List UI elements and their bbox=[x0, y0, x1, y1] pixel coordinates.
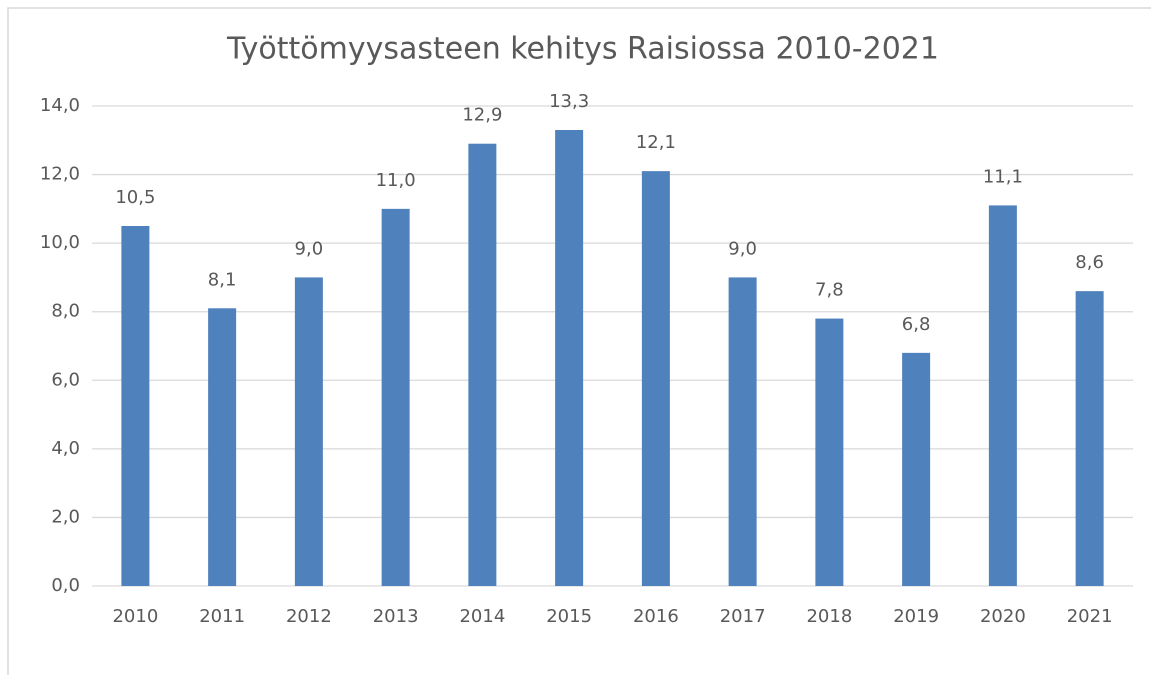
data-label: 8,6 bbox=[1075, 252, 1104, 273]
x-tick-label: 2018 bbox=[806, 606, 852, 627]
x-tick-label: 2015 bbox=[546, 606, 592, 627]
data-label: 9,0 bbox=[728, 238, 757, 259]
x-tick-label: 2021 bbox=[1067, 606, 1113, 627]
x-tick-label: 2019 bbox=[893, 606, 939, 627]
y-tick-label: 8,0 bbox=[51, 301, 80, 322]
x-tick-label: 2016 bbox=[633, 606, 679, 627]
data-label: 12,1 bbox=[636, 132, 676, 153]
x-tick-label: 2012 bbox=[286, 606, 332, 627]
x-tick-label: 2020 bbox=[980, 606, 1026, 627]
bar bbox=[988, 205, 1017, 586]
bar bbox=[728, 277, 757, 586]
bar bbox=[1075, 291, 1104, 586]
data-label: 11,1 bbox=[983, 166, 1023, 187]
x-tick-label: 2014 bbox=[459, 606, 505, 627]
bar bbox=[815, 318, 844, 586]
y-tick-label: 10,0 bbox=[40, 232, 80, 253]
bar bbox=[294, 277, 323, 586]
x-tick-label: 2010 bbox=[112, 606, 158, 627]
y-tick-label: 4,0 bbox=[51, 438, 80, 459]
data-label: 6,8 bbox=[902, 314, 931, 335]
y-tick-label: 0,0 bbox=[51, 575, 80, 596]
data-label: 13,3 bbox=[549, 91, 589, 112]
y-tick-label: 2,0 bbox=[51, 506, 80, 527]
bar bbox=[208, 308, 237, 586]
bar bbox=[121, 226, 150, 586]
bar bbox=[902, 352, 931, 586]
data-label: 9,0 bbox=[295, 238, 324, 259]
bar bbox=[555, 130, 584, 586]
data-label: 7,8 bbox=[815, 280, 844, 301]
data-label: 12,9 bbox=[462, 105, 502, 126]
data-label: 8,1 bbox=[208, 269, 237, 290]
x-tick-label: 2017 bbox=[720, 606, 766, 627]
x-tick-label: 2013 bbox=[373, 606, 419, 627]
bar bbox=[468, 143, 497, 586]
y-tick-label: 6,0 bbox=[51, 369, 80, 390]
x-tick-label: 2011 bbox=[199, 606, 245, 627]
data-label: 11,0 bbox=[376, 170, 416, 191]
chart-title: Työttömyysasteen kehitys Raisiossa 2010-… bbox=[226, 32, 939, 67]
y-tick-label: 14,0 bbox=[40, 95, 80, 116]
bar bbox=[381, 208, 410, 586]
data-label: 10,5 bbox=[115, 187, 155, 208]
bar bbox=[641, 171, 670, 586]
y-tick-label: 12,0 bbox=[40, 164, 80, 185]
